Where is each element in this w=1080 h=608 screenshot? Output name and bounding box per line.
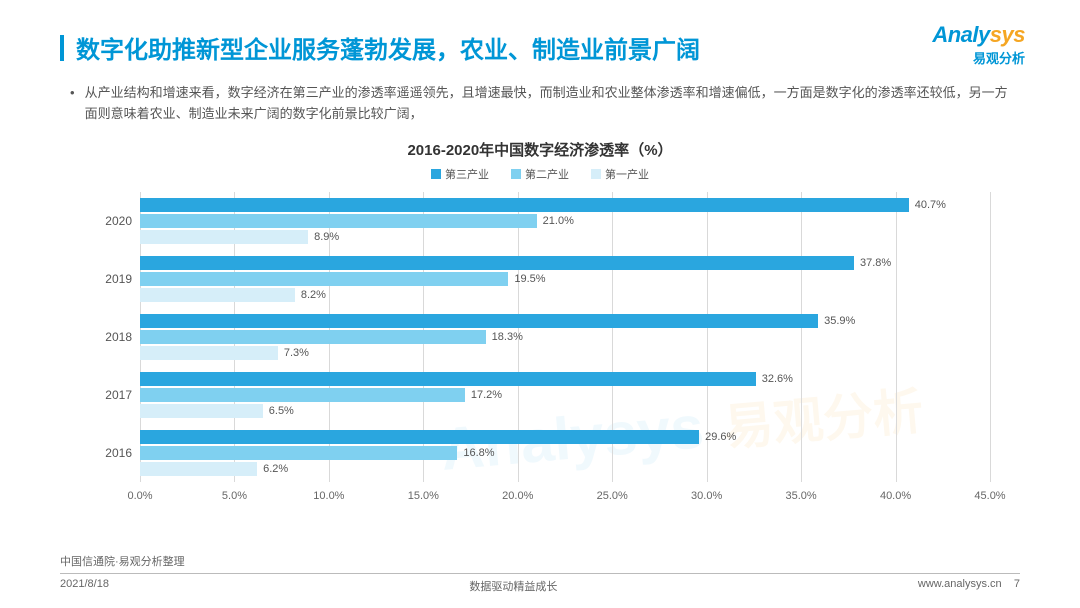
chart-bar	[140, 430, 699, 444]
chart-x-tick: 0.0%	[127, 490, 152, 502]
legend-swatch	[431, 169, 441, 179]
chart-y-label: 2019	[90, 272, 132, 286]
chart-bar-value: 16.8%	[463, 447, 494, 459]
logo: Analysys 易观分析	[932, 22, 1025, 67]
chart-x-tick: 45.0%	[974, 490, 1005, 502]
title-accent-bar	[60, 35, 64, 61]
chart-x-tick: 40.0%	[880, 490, 911, 502]
chart-x-tick: 10.0%	[313, 490, 344, 502]
chart-bar-value: 6.2%	[263, 463, 288, 475]
chart-bar-row: 32.6%	[140, 372, 793, 386]
legend-label: 第二产业	[525, 166, 569, 182]
chart-bar	[140, 372, 756, 386]
logo-wordmark: Analysys	[932, 22, 1025, 48]
footer-date: 2021/8/18	[60, 578, 109, 594]
chart-y-label: 2016	[90, 446, 132, 460]
chart-bar	[140, 198, 909, 212]
chart-y-label: 2020	[90, 214, 132, 228]
title-row: 数字化助推新型企业服务蓬勃发展，农业、制造业前景广阔	[60, 30, 1020, 65]
footer-source: 中国信通院·易观分析整理	[60, 553, 1020, 569]
chart-bar-row: 19.5%	[140, 272, 546, 286]
chart-bar-row: 7.3%	[140, 346, 309, 360]
footer-url: www.analysys.cn	[918, 578, 1002, 590]
chart-bar-value: 40.7%	[915, 199, 946, 211]
footer: 中国信通院·易观分析整理 2021/8/18 数据驱动精益成长 www.anal…	[60, 553, 1020, 594]
chart-bar-value: 37.8%	[860, 257, 891, 269]
legend-item: 第三产业	[431, 166, 489, 182]
chart-bar	[140, 446, 457, 460]
chart-y-label: 2018	[90, 330, 132, 344]
chart-x-tick: 35.0%	[786, 490, 817, 502]
bullet-icon: •	[70, 83, 75, 125]
chart-bar-row: 16.8%	[140, 446, 495, 460]
chart-bar-row: 8.9%	[140, 230, 339, 244]
footer-divider	[60, 573, 1020, 574]
chart-y-label: 2017	[90, 388, 132, 402]
page-title: 数字化助推新型企业服务蓬勃发展，农业、制造业前景广阔	[76, 30, 700, 65]
chart-x-tick: 20.0%	[502, 490, 533, 502]
description-row: • 从产业结构和增速来看，数字经济在第三产业的渗透率遥遥领先，且增速最快，而制造…	[70, 83, 1020, 125]
chart-bar-value: 17.2%	[471, 389, 502, 401]
chart-legend: 第三产业 第二产业 第一产业	[60, 166, 1020, 182]
legend-swatch	[591, 169, 601, 179]
chart-bar-row: 6.2%	[140, 462, 288, 476]
chart: Analysys易观分析 40.7%21.0%8.9%37.8%19.5%8.2…	[90, 192, 990, 512]
logo-subtitle: 易观分析	[932, 48, 1025, 67]
legend-label: 第三产业	[445, 166, 489, 182]
chart-bar-value: 18.3%	[492, 331, 523, 343]
chart-bar-row: 29.6%	[140, 430, 736, 444]
chart-x-tick: 30.0%	[691, 490, 722, 502]
legend-item: 第二产业	[511, 166, 569, 182]
footer-page: 7	[1014, 578, 1020, 590]
chart-bar-value: 35.9%	[824, 315, 855, 327]
chart-gridline	[801, 192, 802, 482]
chart-x-tick: 15.0%	[408, 490, 439, 502]
legend-swatch	[511, 169, 521, 179]
legend-label: 第一产业	[605, 166, 649, 182]
chart-bar-row: 35.9%	[140, 314, 855, 328]
chart-bar-value: 6.5%	[269, 405, 294, 417]
chart-plot-area: 40.7% 21.0% 8.9% 37.8% 19.5% 8.2% 35.9% 18.3% 7.…	[140, 192, 990, 482]
chart-bar-row: 21.0%	[140, 214, 574, 228]
chart-bar	[140, 404, 263, 418]
chart-bar-value: 8.9%	[314, 231, 339, 243]
chart-bar	[140, 462, 257, 476]
slide: Analysys 易观分析 数字化助推新型企业服务蓬勃发展，农业、制造业前景广阔…	[0, 0, 1080, 608]
chart-bar	[140, 330, 486, 344]
chart-bar	[140, 256, 854, 270]
chart-bar-value: 8.2%	[301, 289, 326, 301]
chart-bar-value: 19.5%	[514, 273, 545, 285]
chart-bar-row: 40.7%	[140, 198, 946, 212]
chart-bar	[140, 230, 308, 244]
chart-bar	[140, 314, 818, 328]
chart-bar-value: 21.0%	[543, 215, 574, 227]
chart-bar-row: 8.2%	[140, 288, 326, 302]
chart-bar-row: 37.8%	[140, 256, 891, 270]
footer-center: 数据驱动精益成长	[469, 578, 557, 594]
chart-x-tick: 25.0%	[597, 490, 628, 502]
chart-gridline	[990, 192, 991, 482]
chart-bar-row: 18.3%	[140, 330, 523, 344]
legend-item: 第一产业	[591, 166, 649, 182]
chart-bar	[140, 288, 295, 302]
chart-bar-value: 32.6%	[762, 373, 793, 385]
chart-bar	[140, 272, 508, 286]
chart-bar	[140, 346, 278, 360]
chart-bar	[140, 214, 537, 228]
chart-bar-row: 17.2%	[140, 388, 502, 402]
chart-bar	[140, 388, 465, 402]
chart-x-tick: 5.0%	[222, 490, 247, 502]
chart-bar-row: 6.5%	[140, 404, 294, 418]
chart-gridline	[896, 192, 897, 482]
chart-bar-value: 7.3%	[284, 347, 309, 359]
description-text: 从产业结构和增速来看，数字经济在第三产业的渗透率遥遥领先，且增速最快，而制造业和…	[85, 83, 1020, 125]
chart-bar-value: 29.6%	[705, 431, 736, 443]
chart-title: 2016-2020年中国数字经济渗透率（%）	[60, 139, 1020, 160]
